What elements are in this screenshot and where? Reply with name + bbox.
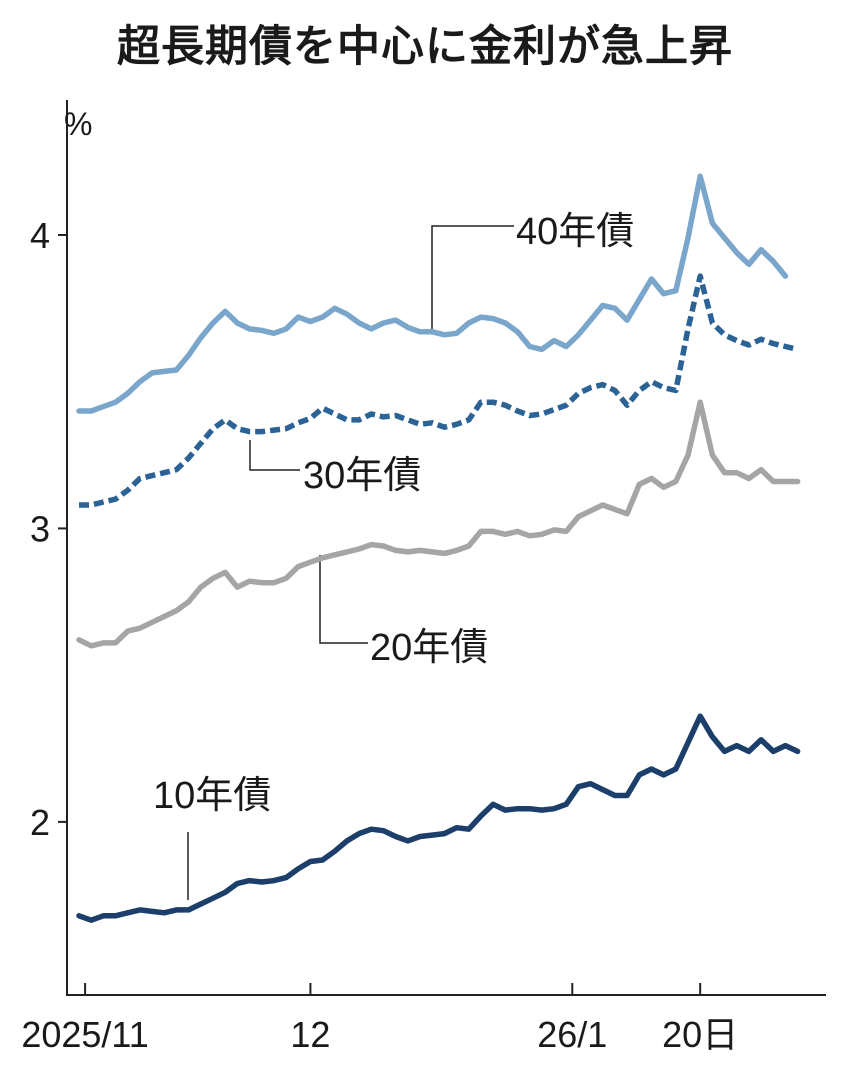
series-line-10y (76, 713, 801, 923)
series-line-40y (76, 173, 789, 414)
leader-40y (431, 225, 514, 330)
y-tick-label: 3 (30, 508, 50, 549)
x-tick-label: 12 (290, 1014, 330, 1055)
x-tick-label: 2025/11 (21, 1014, 148, 1055)
x-tick-label: 26/1 (537, 1014, 607, 1055)
series-label-10y: 10年債 (153, 775, 271, 817)
series-label-leaders (187, 225, 514, 900)
chart-title: 超長期債を中心に金利が急上昇 (117, 22, 733, 72)
series-label-30y: 30年債 (303, 455, 421, 497)
x-tick-label: 20日 (662, 1014, 738, 1055)
series-line-30y (79, 273, 799, 508)
leader-20y (319, 555, 368, 644)
series-line-20y (76, 399, 801, 649)
series-label-20y: 20年債 (370, 627, 488, 669)
y-tick-label: 2 (30, 802, 50, 843)
series-label-40y: 40年債 (516, 211, 634, 253)
y-unit-label: % (64, 106, 92, 142)
y-tick-label: 4 (30, 215, 50, 256)
leader-30y (249, 440, 300, 471)
